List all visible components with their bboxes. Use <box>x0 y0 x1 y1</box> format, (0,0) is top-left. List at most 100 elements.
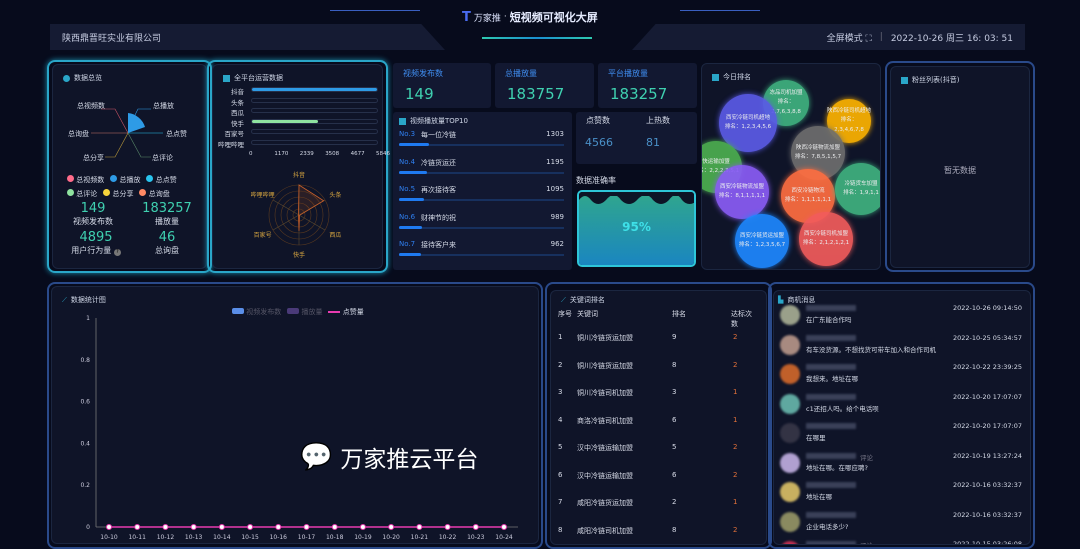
data-point[interactable] <box>106 524 112 530</box>
legend-item[interactable]: 总询盘 <box>139 189 170 199</box>
stats-chart-frame <box>47 282 543 549</box>
logo-text: 万家推 <box>473 13 501 24</box>
platform-frame <box>207 60 388 273</box>
ranking-bubble[interactable]: 冷链货车加盟 排名：1,9,1,1 <box>835 163 880 215</box>
ranking-bubble[interactable]: 西安冷链司机超地 排名：1,2,3,4,5,6 <box>719 94 777 152</box>
rank-number: No.6 <box>399 212 416 221</box>
comment-item[interactable]: 有车没货源。不想找货可带车加入和合作司机 2022-10-25 05:34:57 <box>780 334 1024 363</box>
data-point[interactable] <box>303 524 310 530</box>
legend-label: 总视频数 <box>76 176 105 184</box>
bubble-rank: 排名：7,8,5,1,5,7 <box>795 153 841 162</box>
legend-dot <box>67 189 74 196</box>
row-index: 8 <box>558 525 563 534</box>
top10-item[interactable]: No.7 接待客户来 962 <box>399 240 564 264</box>
data-point[interactable] <box>501 524 507 530</box>
table-row[interactable]: 5 汉中冷链运输加盟 5 2 <box>558 443 756 455</box>
table-row[interactable]: 1 铜川冷链货运加盟 9 2 <box>558 333 756 345</box>
bubble-rank: 排名： 2,3,4,6,7,8 <box>827 116 871 135</box>
legend-item[interactable]: 总点赞 <box>146 175 177 185</box>
bubble-rank: 排名：1,9,1,1 <box>843 189 879 198</box>
chart-icon: ⟋ <box>561 295 566 304</box>
axis-tick: 4677 <box>350 151 365 157</box>
legend-item[interactable]: 总视频数 <box>67 175 104 185</box>
data-point[interactable] <box>472 524 479 530</box>
help-icon[interactable]: ? <box>113 249 121 256</box>
data-point[interactable] <box>162 524 169 530</box>
data-point[interactable] <box>444 524 451 530</box>
radar-series <box>298 184 325 231</box>
datetime: 2022-10-26 周三 16: 03: 51 <box>890 33 1013 44</box>
table-row[interactable]: 7 咸阳冷链货运加盟 2 1 <box>558 498 756 510</box>
avatar <box>780 423 800 443</box>
bubble-name: 陕西冷链物流加盟 <box>795 144 840 151</box>
table-row[interactable]: 3 铜川冷链司机加盟 3 1 <box>558 388 756 400</box>
legend-label: 视频发布数 <box>246 308 282 316</box>
avatar <box>780 452 800 473</box>
data-point[interactable] <box>218 524 225 530</box>
data-point[interactable] <box>388 524 395 530</box>
data-point[interactable] <box>331 524 338 530</box>
legend-label: 总播放 <box>119 176 141 184</box>
username-blurred <box>806 452 856 459</box>
bubble-rank: 排名： 2,7,6,3,8,8 <box>763 98 809 117</box>
table-row[interactable]: 6 汉中冷链运输加盟 6 2 <box>558 470 756 483</box>
play-bar <box>399 225 564 229</box>
username-blurred <box>806 305 856 311</box>
bubble-name: 快运输加盟 <box>702 158 730 165</box>
comment-item[interactable]: 评论 2022-10-15 03:26:08 <box>780 540 1024 544</box>
comment-item[interactable]: 地址在哪 2022-10-16 03:32:37 <box>780 481 1024 510</box>
table-row[interactable]: 8 咸阳冷链司机加盟 8 2 <box>558 525 756 538</box>
data-point[interactable] <box>275 524 282 530</box>
comment-item[interactable]: 在哪里 2022-10-20 17:07:07 <box>780 422 1024 451</box>
play-bar-fill <box>399 170 427 174</box>
data-point[interactable] <box>190 524 197 530</box>
legend-item[interactable]: 总播放 <box>110 175 140 185</box>
hit-count: 2 <box>733 470 738 479</box>
top10-item[interactable]: No.5 再次接待客 1095 <box>399 185 564 209</box>
stat-inquiries: 46 总询盘 <box>133 230 201 256</box>
fullscreen-button[interactable]: 全屏模式 ⛶ <box>827 31 872 44</box>
top10-item[interactable]: No.3 每一位冷链 1303 <box>399 130 564 154</box>
data-point[interactable] <box>416 524 423 530</box>
ranking-bubble[interactable]: 西安冷链物流加盟 排名：8,1,1,1,1,1 <box>715 165 769 219</box>
ranking-bubble[interactable]: 西安冷链货运加盟 排名：1,2,3,5,6,7 <box>735 214 789 268</box>
hit-count: 2 <box>733 333 738 341</box>
comment-item[interactable]: 企业电话多少? 2022-10-16 03:32:37 <box>780 511 1024 540</box>
y-tick-label: 0.8 <box>80 357 90 364</box>
overview-panel: 数据总览 总视频数 总播放 总点赞 总评论 总分享 总询盘 总视频数 总播放 总… <box>52 64 207 269</box>
company-bar: 陕西鼎晋旺实业有限公司 <box>50 24 445 50</box>
stats-chart-title-text: 数据统计图 <box>70 296 106 304</box>
video-name: 每一位冷链 <box>421 131 456 139</box>
bubble-rank: 排名：1,1,1,1,1,1 <box>785 196 831 205</box>
card-label: 平台播放量 <box>608 69 648 78</box>
comment-item[interactable]: 评论 地址在哪。在哪应聘? 2022-10-19 13:27:24 <box>780 452 1024 481</box>
comment-text: 在哪里 <box>806 434 826 442</box>
top10-item[interactable]: No.4 冷链货运还 1195 <box>399 158 564 182</box>
data-point[interactable] <box>247 524 254 530</box>
card-value: 149 <box>405 85 434 103</box>
fans-title: 粉丝列表(抖音) <box>901 75 959 85</box>
keyword: 咸阳冷链货运加盟 <box>577 499 633 507</box>
data-point[interactable] <box>359 524 366 530</box>
legend-item[interactable]: 视频发布数 <box>232 307 281 317</box>
rank-values: 1,2,3,5,6,7 <box>755 242 786 248</box>
table-row[interactable]: 2 铜川冷链货运加盟 8 2 <box>558 361 756 373</box>
legend-item[interactable]: 播放量 <box>287 307 322 317</box>
ranking-bubble[interactable]: 西安冷链司机加盟 排名：2,1,2,1,2,1 <box>799 212 853 266</box>
rank-values: 2,7,6,3,8,8 <box>771 108 801 115</box>
comment-item[interactable]: 在广东能合作吗 2022-10-26 09:14:50 <box>780 304 1024 333</box>
top10-item[interactable]: No.6 财神节的祝 989 <box>399 213 564 237</box>
legend-swatch <box>232 308 244 314</box>
legend-item[interactable]: 总评论 <box>67 189 97 199</box>
legend-item[interactable]: 点赞量 <box>328 307 364 317</box>
data-point[interactable] <box>134 524 141 530</box>
radar-label: 快手 <box>293 251 305 259</box>
rank-prefix: 排名： <box>802 240 820 246</box>
table-row[interactable]: 4 商洛冷链司机加盟 6 1 <box>558 416 756 428</box>
app-logo: T 万家推 · 短视频可视化大屏 <box>462 9 598 25</box>
comment-item[interactable]: c1还招人吗。给个电话呗 2022-10-20 17:07:07 <box>780 393 1024 422</box>
stat-label-wrap: 用户行为量 ? <box>63 245 129 256</box>
legend-item[interactable]: 总分享 <box>103 189 133 199</box>
accuracy-value: 95% <box>622 220 651 234</box>
comment-item[interactable]: 我想来。地址在哪 2022-10-22 23:39:25 <box>780 363 1024 392</box>
